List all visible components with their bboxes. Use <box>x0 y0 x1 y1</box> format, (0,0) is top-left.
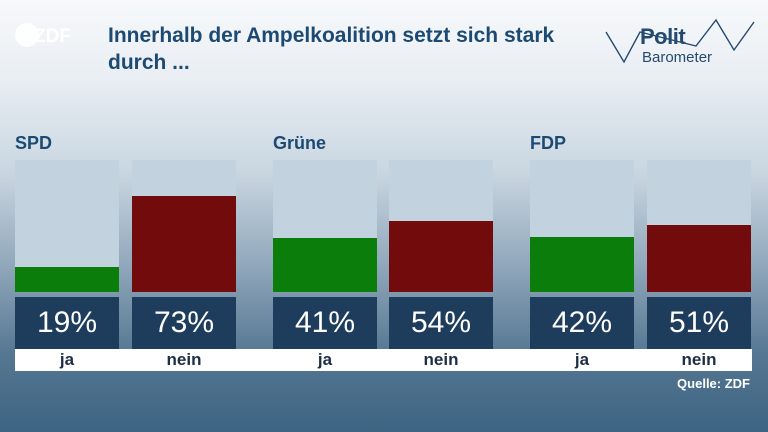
group-label-fdp: FDP <box>530 133 566 153</box>
category-label-fdp-ja: ja <box>574 350 590 369</box>
bar-fdp-ja <box>530 236 634 292</box>
bar-track <box>389 160 493 292</box>
bar-track <box>132 160 236 292</box>
value-label-fdp-ja: 42% <box>530 297 634 349</box>
logo-word-polit: Polit <box>640 24 686 49</box>
category-label-gruene-nein: nein <box>423 350 459 369</box>
chart-title: Innerhalb der Ampelkoalition setzt sich … <box>108 24 555 74</box>
bar-track <box>530 160 634 292</box>
bar-spd-nein <box>132 195 236 292</box>
bar-track <box>273 160 377 292</box>
logo-word-barometer: Barometer <box>642 49 713 66</box>
value-label-gruene-nein: 54% <box>389 297 493 349</box>
zdf-logo: ZDF <box>15 23 71 47</box>
category-label-fdp-nein: nein <box>681 350 717 369</box>
bar-gruene-ja <box>273 237 377 292</box>
bar-fdp-nein <box>647 224 751 292</box>
value-label-spd-ja: 19% <box>15 297 119 349</box>
bar-gruene-nein <box>389 220 493 292</box>
value-label-fdp-nein: 51% <box>647 297 751 349</box>
category-label-spd-nein: nein <box>166 350 202 369</box>
bar-track <box>15 160 119 292</box>
category-label-spd-ja: ja <box>59 350 75 369</box>
zdf-logo-text: ZDF <box>34 26 71 47</box>
source-note: Quelle: ZDF <box>677 376 750 391</box>
group-label-gruene: Grüne <box>273 133 327 153</box>
bar-spd-ja <box>15 266 119 292</box>
bar-track <box>647 160 751 292</box>
category-label-gruene-ja: ja <box>317 350 333 369</box>
value-label-spd-nein: 73% <box>132 297 236 349</box>
group-label-spd: SPD <box>15 133 53 153</box>
value-label-gruene-ja: 41% <box>273 297 377 349</box>
zigzag-line-icon <box>605 18 755 64</box>
category-strip <box>15 349 752 371</box>
politbarometer-logo: Polit Barometer <box>604 16 756 82</box>
